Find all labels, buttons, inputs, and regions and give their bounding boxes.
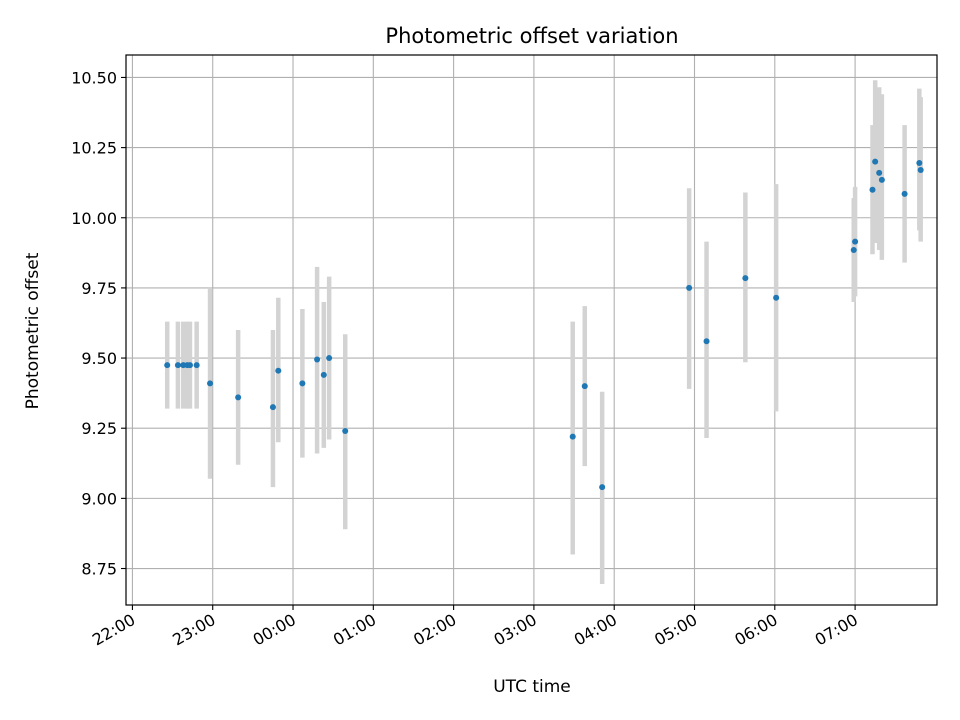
data-point [193,362,200,369]
y-axis-title: Photometric offset [23,252,43,409]
data-point [703,338,710,345]
y-axis: 8.75 9.00 9.25 9.50 9.75 10.00 10.25 10.50 [71,68,126,579]
data-point [326,355,333,362]
data-point [174,362,181,369]
data-point [686,284,693,291]
y-tick-label: 10.00 [71,209,117,228]
data-point [869,186,876,193]
grid [126,55,937,605]
data-point [269,404,276,411]
data-point [342,428,349,435]
data-point [314,356,321,363]
data-point [235,394,242,401]
data-point [320,371,327,378]
data-point [164,362,171,369]
x-axis-title: UTC time [493,677,571,697]
data-point [878,176,885,183]
data-points [164,158,924,491]
y-tick-label: 9.00 [81,489,117,508]
y-tick-label: 10.25 [71,139,117,158]
y-tick-label: 9.75 [81,279,117,298]
y-tick-label: 8.75 [81,560,117,579]
y-tick-label: 10.50 [71,68,117,87]
data-point [916,160,923,167]
data-point [917,167,924,174]
data-point [599,484,606,491]
data-point [299,380,306,387]
data-point [275,367,282,374]
data-point [569,433,576,440]
data-point [207,380,214,387]
plot-frame [125,54,938,606]
data-point [872,158,879,165]
data-point [742,275,749,282]
data-point [773,294,780,301]
data-point [852,238,859,245]
data-point [186,362,193,369]
y-tick-label: 9.25 [81,419,117,438]
data-point [901,190,908,197]
chart-title: Photometric offset variation [385,24,678,48]
data-point [850,247,857,254]
data-point [581,383,588,390]
data-point [876,169,883,176]
y-tick-label: 9.50 [81,349,117,368]
